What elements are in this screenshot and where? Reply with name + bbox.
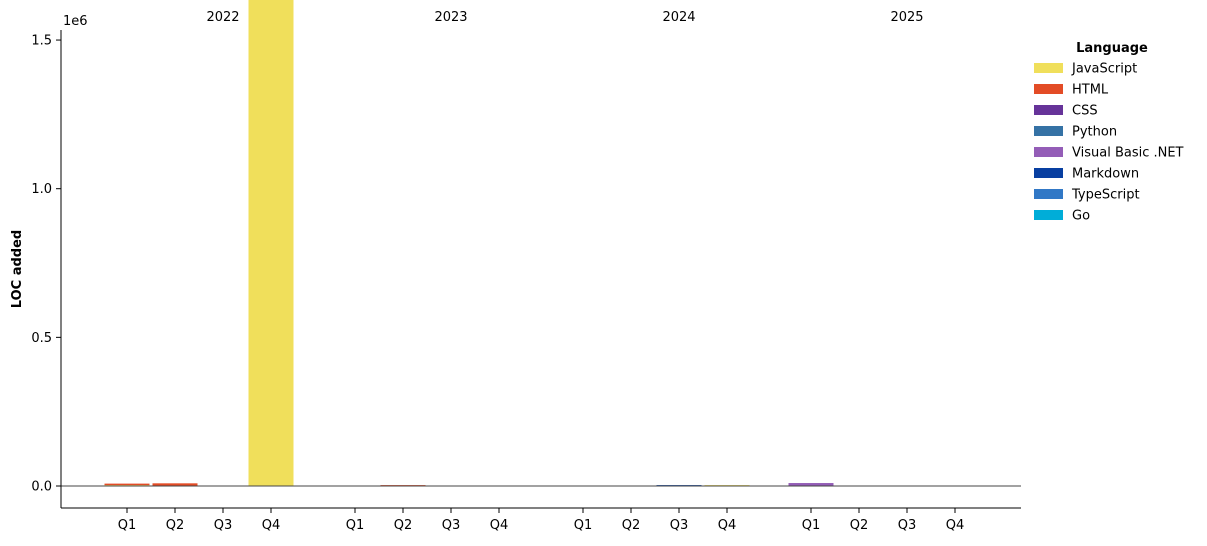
legend-entry: Markdown — [1072, 167, 1139, 182]
x-tick-label: Q2 — [850, 518, 869, 533]
x-tick-label: Q4 — [946, 518, 965, 533]
x-tick-label: Q1 — [118, 518, 137, 533]
bar-visual-basic-net-12 — [788, 483, 834, 486]
x-ticks: Q1 Q2 Q3 Q4 Q1 Q2 Q3 Q4 Q1 Q2 Q3 Q4 Q1 Q2 Q3 Q4 — [118, 508, 965, 533]
x-tick-label: Q1 — [574, 518, 593, 533]
legend: Language JavaScript HTML CSS Python Visual B… — [1034, 41, 1184, 224]
x-tick-label: Q3 — [442, 518, 461, 533]
year-label: 2022 — [206, 10, 239, 25]
legend-swatch — [1034, 126, 1063, 136]
year-label: 2024 — [662, 10, 695, 25]
y-ticks: 0.00.51.01.52.02.53.0 — [31, 34, 61, 495]
legend-entry: HTML — [1072, 83, 1109, 98]
legend-entry: CSS — [1072, 104, 1098, 119]
x-tick-label: Q3 — [214, 518, 233, 533]
legend-swatch — [1034, 105, 1063, 115]
y-axis-label: LOC added — [10, 230, 25, 308]
x-tick-label: Q4 — [262, 518, 281, 533]
legend-swatch — [1034, 147, 1063, 157]
x-tick-label: Q2 — [394, 518, 413, 533]
year-labels: 2022 2023 2024 2025 — [206, 10, 923, 25]
x-tick-label: Q1 — [346, 518, 365, 533]
bar-html-1 — [152, 483, 198, 486]
legend-swatch — [1034, 84, 1063, 94]
x-tick-label: Q3 — [670, 518, 689, 533]
x-tick-label: Q4 — [490, 518, 509, 533]
bars — [104, 0, 834, 487]
legend-entry: Go — [1072, 209, 1090, 224]
legend-title: Language — [1076, 41, 1148, 56]
x-tick-label: Q3 — [898, 518, 917, 533]
y-tick-label: 1.0 — [31, 182, 52, 197]
legend-entry: TypeScript — [1071, 188, 1140, 203]
legend-swatch — [1034, 210, 1063, 220]
x-tick-label: Q2 — [622, 518, 641, 533]
y-tick-label: 0.0 — [31, 480, 52, 495]
legend-swatch — [1034, 168, 1063, 178]
x-tick-label: Q1 — [802, 518, 821, 533]
x-tick-label: Q4 — [718, 518, 737, 533]
y-tick-label: 0.5 — [31, 331, 52, 346]
bar-javascript-3 — [248, 0, 294, 486]
legend-entry: Visual Basic .NET — [1072, 146, 1184, 161]
year-label: 2023 — [434, 10, 467, 25]
legend-entry: Python — [1072, 125, 1117, 140]
y-offset-label: 1e6 — [63, 14, 88, 29]
year-label: 2025 — [890, 10, 923, 25]
y-tick-label: 1.5 — [31, 34, 52, 49]
bar-html-0 — [104, 483, 150, 486]
x-tick-label: Q2 — [166, 518, 185, 533]
legend-swatch — [1034, 189, 1063, 199]
legend-swatch — [1034, 63, 1063, 73]
legend-entry: JavaScript — [1071, 62, 1137, 77]
